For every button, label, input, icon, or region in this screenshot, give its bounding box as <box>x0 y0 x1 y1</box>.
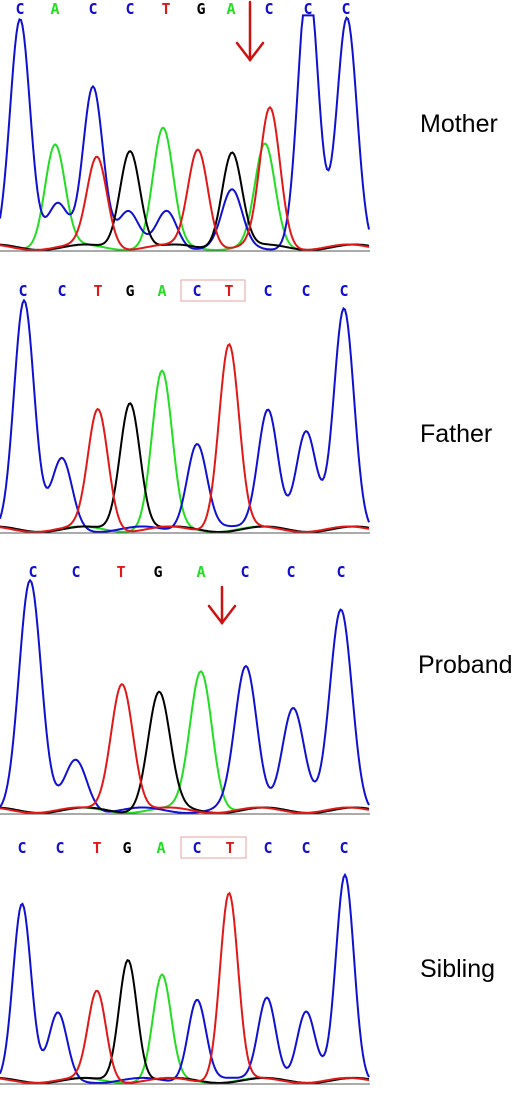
base-call-letter: T <box>92 839 101 857</box>
trace-C <box>0 872 370 1084</box>
base-call-letter: C <box>18 282 27 300</box>
base-call-letter: C <box>192 282 201 300</box>
highlight-box <box>180 836 247 859</box>
base-call-letter: C <box>55 839 64 857</box>
base-call-letter: C <box>192 839 201 857</box>
trace-G <box>0 958 370 1084</box>
member-label: Proband <box>418 651 513 679</box>
base-call-letter: C <box>286 563 295 581</box>
base-call-letter: C <box>339 839 348 857</box>
base-call-letter: C <box>263 282 272 300</box>
base-call-letter: C <box>301 282 310 300</box>
base-call-letter: T <box>116 563 125 581</box>
trace-T <box>0 683 370 814</box>
base-call-letter: C <box>15 0 24 18</box>
highlight-box <box>180 279 246 302</box>
trace-G <box>0 690 370 814</box>
base-call-letter: A <box>156 839 165 857</box>
base-call-letter: A <box>50 0 59 18</box>
chromatogram-mother: C A C C T G A C C C Mother <box>0 0 526 262</box>
base-call-letter: C <box>57 282 66 300</box>
base-call-letter: T <box>224 282 233 300</box>
base-call-letter: A <box>226 0 235 18</box>
base-call-letter: C <box>28 563 37 581</box>
base-call-letter: G <box>125 282 134 300</box>
down-arrow-icon <box>207 585 237 626</box>
member-label: Sibling <box>420 955 496 983</box>
base-call-letter: A <box>196 563 205 581</box>
base-call-letter: C <box>88 0 97 18</box>
base-call-letter: G <box>122 839 131 857</box>
base-call-letter: C <box>240 563 249 581</box>
down-arrow-icon <box>235 0 265 63</box>
base-call-letter: C <box>339 282 348 300</box>
trace-A <box>0 126 370 251</box>
chromatogram-proband: C C T G A C C C Proband <box>0 555 526 817</box>
base-call-letter: C <box>303 0 312 18</box>
trace-A <box>0 669 370 814</box>
trace-C <box>0 298 370 533</box>
base-call-letter: G <box>196 0 205 18</box>
base-call-letter: T <box>225 839 234 857</box>
trace-T <box>0 342 370 533</box>
member-label: Father <box>420 420 493 448</box>
base-call-letter: T <box>93 282 102 300</box>
trace-T <box>0 105 370 251</box>
base-call-letter: G <box>153 563 162 581</box>
chromatogram-father: C C T G A C T C C C Father <box>0 274 526 546</box>
base-call-letter: C <box>71 563 80 581</box>
base-call-letter: C <box>301 839 310 857</box>
base-call-letter: C <box>341 0 350 18</box>
member-label: Mother <box>420 110 498 138</box>
trace-C <box>0 14 370 251</box>
base-call-letter: T <box>161 0 170 18</box>
base-call-letter: C <box>264 0 273 18</box>
base-call-letter: C <box>125 0 134 18</box>
base-call-letter: C <box>336 563 345 581</box>
trace-T <box>0 891 370 1084</box>
base-call-letter: A <box>157 282 166 300</box>
base-call-letter: C <box>263 839 272 857</box>
base-call-letter: C <box>17 839 26 857</box>
chromatogram-sibling: C C T G A C T C C C Sibling <box>0 831 526 1097</box>
trace-C <box>0 578 370 814</box>
